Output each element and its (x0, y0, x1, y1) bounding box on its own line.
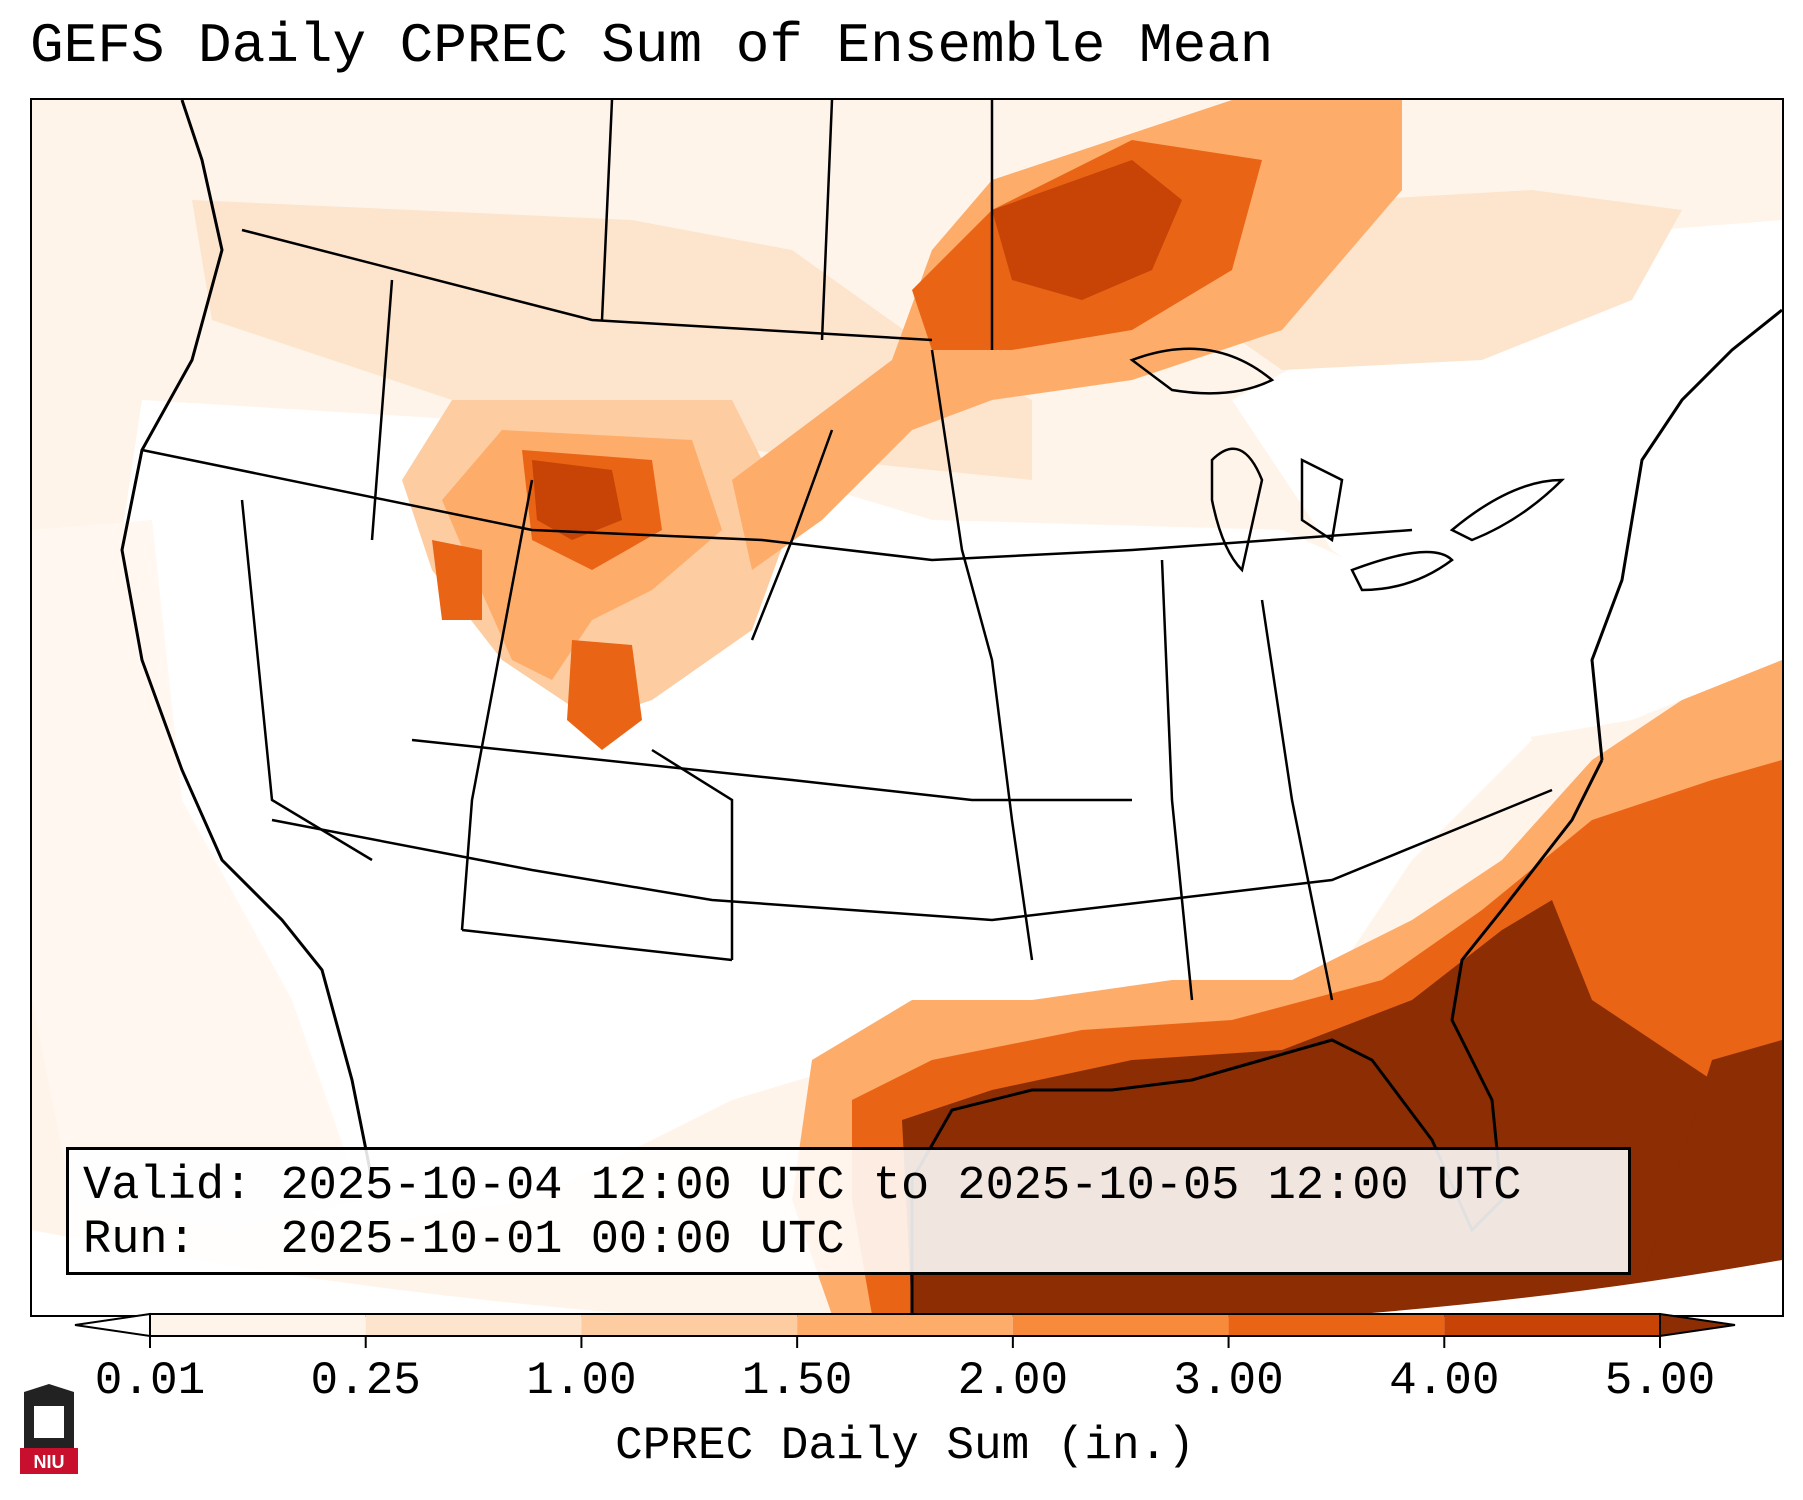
colorbar-tick-label: 3.00 (1173, 1355, 1284, 1407)
colorbar-tick-label: 1.00 (526, 1355, 637, 1407)
run-label: Run: (83, 1214, 196, 1267)
precipitation-map (30, 98, 1784, 1317)
pacific-light (32, 520, 362, 1230)
logo-window (34, 1406, 64, 1438)
valid-info-box: Valid: 2025-10-04 12:00 UTC to 2025-10-0… (66, 1147, 1631, 1275)
logo-banner (20, 1448, 78, 1474)
map-title: GEFS Daily CPREC Sum of Ensemble Mean (30, 14, 1274, 78)
colorbar-extend-min (74, 1312, 151, 1338)
colorado-core (567, 640, 642, 750)
valid-value: 2025-10-04 12:00 UTC to 2025-10-05 12:00… (280, 1160, 1522, 1213)
state-borders (141, 100, 1553, 1001)
colorbar-segment (1444, 1314, 1660, 1336)
niu-logo: NIU (20, 1384, 78, 1474)
run-line: Run: 2025-10-01 00:00 UTC (83, 1214, 845, 1267)
logo-roof (24, 1384, 74, 1392)
ontario-max (992, 160, 1182, 300)
colorbar-outline (149, 1313, 1661, 1337)
wyoming-max (532, 460, 622, 540)
colorbar-ticks (149, 1336, 1661, 1348)
great-lakes (1129, 347, 1566, 592)
colorbar-tick-label: 1.50 (741, 1355, 853, 1407)
projection-edge (32, 1230, 1782, 1315)
colorbar-tick-label: 5.00 (1604, 1355, 1716, 1407)
run-value: 2025-10-01 00:00 UTC (280, 1214, 845, 1267)
colorbar-segment (1228, 1314, 1445, 1336)
coastlines (120, 100, 1782, 1315)
logo-text: NIU (34, 1452, 65, 1472)
colorbar-segment (1012, 1314, 1229, 1336)
colorbar-extend-max (1659, 1312, 1736, 1338)
colorbar-segments (74, 1312, 1736, 1338)
colorbar-label: CPREC Daily Sum (in.) (615, 1420, 1195, 1472)
utah-core (432, 540, 482, 620)
colorbar-segment (581, 1314, 798, 1336)
colorbar-tick-label: 0.01 (94, 1355, 206, 1407)
map-svg (32, 100, 1782, 1315)
valid-line: Valid: 2025-10-04 12:00 UTC to 2025-10-0… (83, 1160, 1521, 1213)
colorbar-tick-label: 4.00 (1389, 1355, 1500, 1407)
colorbar-tick-label: 0.25 (310, 1355, 421, 1407)
colorbar-tick-label: 2.00 (957, 1355, 1069, 1407)
colorbar-segment (365, 1314, 582, 1336)
valid-label: Valid: (83, 1160, 253, 1213)
atlantic-max (1632, 1040, 1782, 1315)
colorbar-segment (150, 1314, 366, 1336)
colorbar-segment (797, 1314, 1013, 1336)
